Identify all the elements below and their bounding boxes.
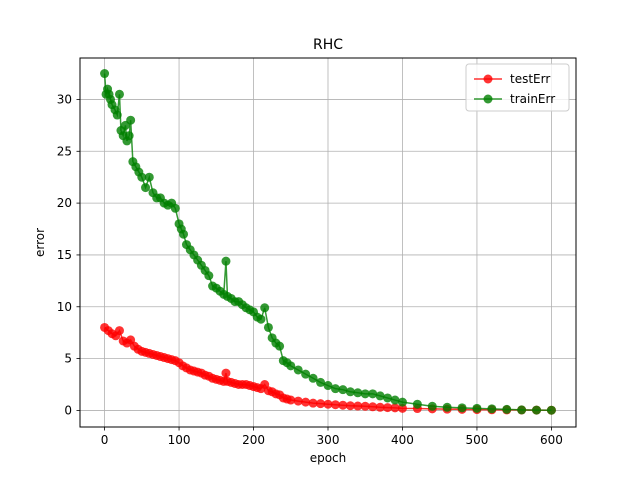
legend: testErr trainErr bbox=[465, 63, 570, 112]
data-point-testErr bbox=[390, 403, 400, 413]
data-point-testErr bbox=[353, 401, 363, 411]
x-tick-label: 0 bbox=[101, 433, 109, 447]
data-point-trainErr bbox=[532, 405, 542, 415]
data-point-trainErr bbox=[368, 389, 378, 399]
data-point-testErr bbox=[345, 401, 355, 411]
data-point-testErr bbox=[368, 402, 378, 412]
data-point-trainErr bbox=[345, 387, 355, 397]
data-point-testErr bbox=[308, 398, 318, 408]
x-tick-label: 100 bbox=[168, 433, 191, 447]
data-point-trainErr bbox=[353, 388, 363, 398]
data-point-trainErr bbox=[502, 404, 512, 414]
data-point-trainErr bbox=[472, 403, 482, 413]
data-point-testErr bbox=[375, 402, 385, 412]
y-tick-label: 5 bbox=[64, 352, 72, 366]
data-point-trainErr bbox=[137, 172, 147, 182]
data-point-trainErr bbox=[100, 69, 110, 79]
data-point-trainErr bbox=[316, 377, 326, 387]
data-point-trainErr bbox=[517, 405, 527, 415]
data-point-testErr bbox=[397, 403, 407, 413]
data-point-trainErr bbox=[204, 271, 214, 281]
x-axis-label: epoch bbox=[310, 451, 347, 465]
data-point-testErr bbox=[323, 399, 333, 409]
y-tick-label: 25 bbox=[57, 144, 72, 158]
series-trainErr bbox=[100, 69, 556, 415]
data-point-testErr bbox=[286, 395, 296, 405]
data-point-testErr bbox=[114, 326, 124, 336]
data-point-trainErr bbox=[293, 365, 303, 375]
data-point-trainErr bbox=[256, 314, 266, 324]
data-point-testErr bbox=[330, 400, 340, 410]
data-point-testErr bbox=[221, 368, 231, 378]
data-point-trainErr bbox=[323, 381, 333, 391]
data-point-trainErr bbox=[383, 393, 393, 403]
data-point-trainErr bbox=[141, 183, 151, 193]
data-point-testErr bbox=[338, 400, 348, 410]
data-point-trainErr bbox=[112, 110, 122, 120]
legend-label: trainErr bbox=[510, 92, 555, 106]
data-point-trainErr bbox=[308, 373, 318, 383]
data-point-trainErr bbox=[301, 369, 311, 379]
data-point-trainErr bbox=[375, 391, 385, 401]
data-point-testErr bbox=[316, 399, 326, 409]
y-tick-label: 30 bbox=[57, 92, 72, 106]
data-point-trainErr bbox=[457, 403, 467, 413]
data-point-trainErr bbox=[427, 401, 437, 411]
legend-marker-testErr bbox=[483, 74, 493, 84]
y-tick-label: 0 bbox=[64, 403, 72, 417]
y-tick-label: 20 bbox=[57, 196, 72, 210]
data-point-trainErr bbox=[442, 402, 452, 412]
data-point-testErr bbox=[360, 401, 370, 411]
y-tick-label: 10 bbox=[57, 300, 72, 314]
data-point-trainErr bbox=[360, 389, 370, 399]
data-point-trainErr bbox=[275, 341, 285, 351]
data-point-trainErr bbox=[263, 322, 273, 332]
data-point-testErr bbox=[293, 396, 303, 406]
x-tick-label: 600 bbox=[540, 433, 563, 447]
x-tick-label: 300 bbox=[317, 433, 340, 447]
data-point-trainErr bbox=[170, 203, 180, 213]
data-point-trainErr bbox=[390, 395, 400, 405]
data-point-trainErr bbox=[114, 89, 124, 99]
y-tick-label: 15 bbox=[57, 248, 72, 262]
data-point-trainErr bbox=[126, 115, 136, 125]
x-tick-label: 500 bbox=[465, 433, 488, 447]
data-point-trainErr bbox=[397, 397, 407, 407]
x-tick-label: 400 bbox=[391, 433, 414, 447]
legend-label: testErr bbox=[510, 72, 550, 86]
data-point-trainErr bbox=[330, 384, 340, 394]
legend-marker-trainErr bbox=[483, 94, 493, 104]
data-point-testErr bbox=[301, 397, 311, 407]
data-point-trainErr bbox=[124, 131, 134, 141]
data-point-trainErr bbox=[260, 303, 270, 313]
axis-ticks: 0 100 200 300 400 500 600 0 5 10 15 20 25 30 bbox=[57, 92, 563, 447]
data-point-trainErr bbox=[144, 172, 154, 182]
data-point-trainErr bbox=[412, 399, 422, 409]
data-point-trainErr bbox=[221, 256, 231, 266]
data-point-trainErr bbox=[286, 361, 296, 371]
plot-series bbox=[100, 69, 556, 415]
y-axis-label: error bbox=[33, 228, 47, 257]
data-point-trainErr bbox=[487, 404, 497, 414]
chart-title: RHC bbox=[313, 37, 343, 53]
x-tick-label: 200 bbox=[242, 433, 265, 447]
data-point-trainErr bbox=[546, 405, 556, 415]
data-point-trainErr bbox=[338, 385, 348, 395]
data-point-testErr bbox=[383, 403, 393, 413]
data-point-trainErr bbox=[179, 229, 189, 239]
